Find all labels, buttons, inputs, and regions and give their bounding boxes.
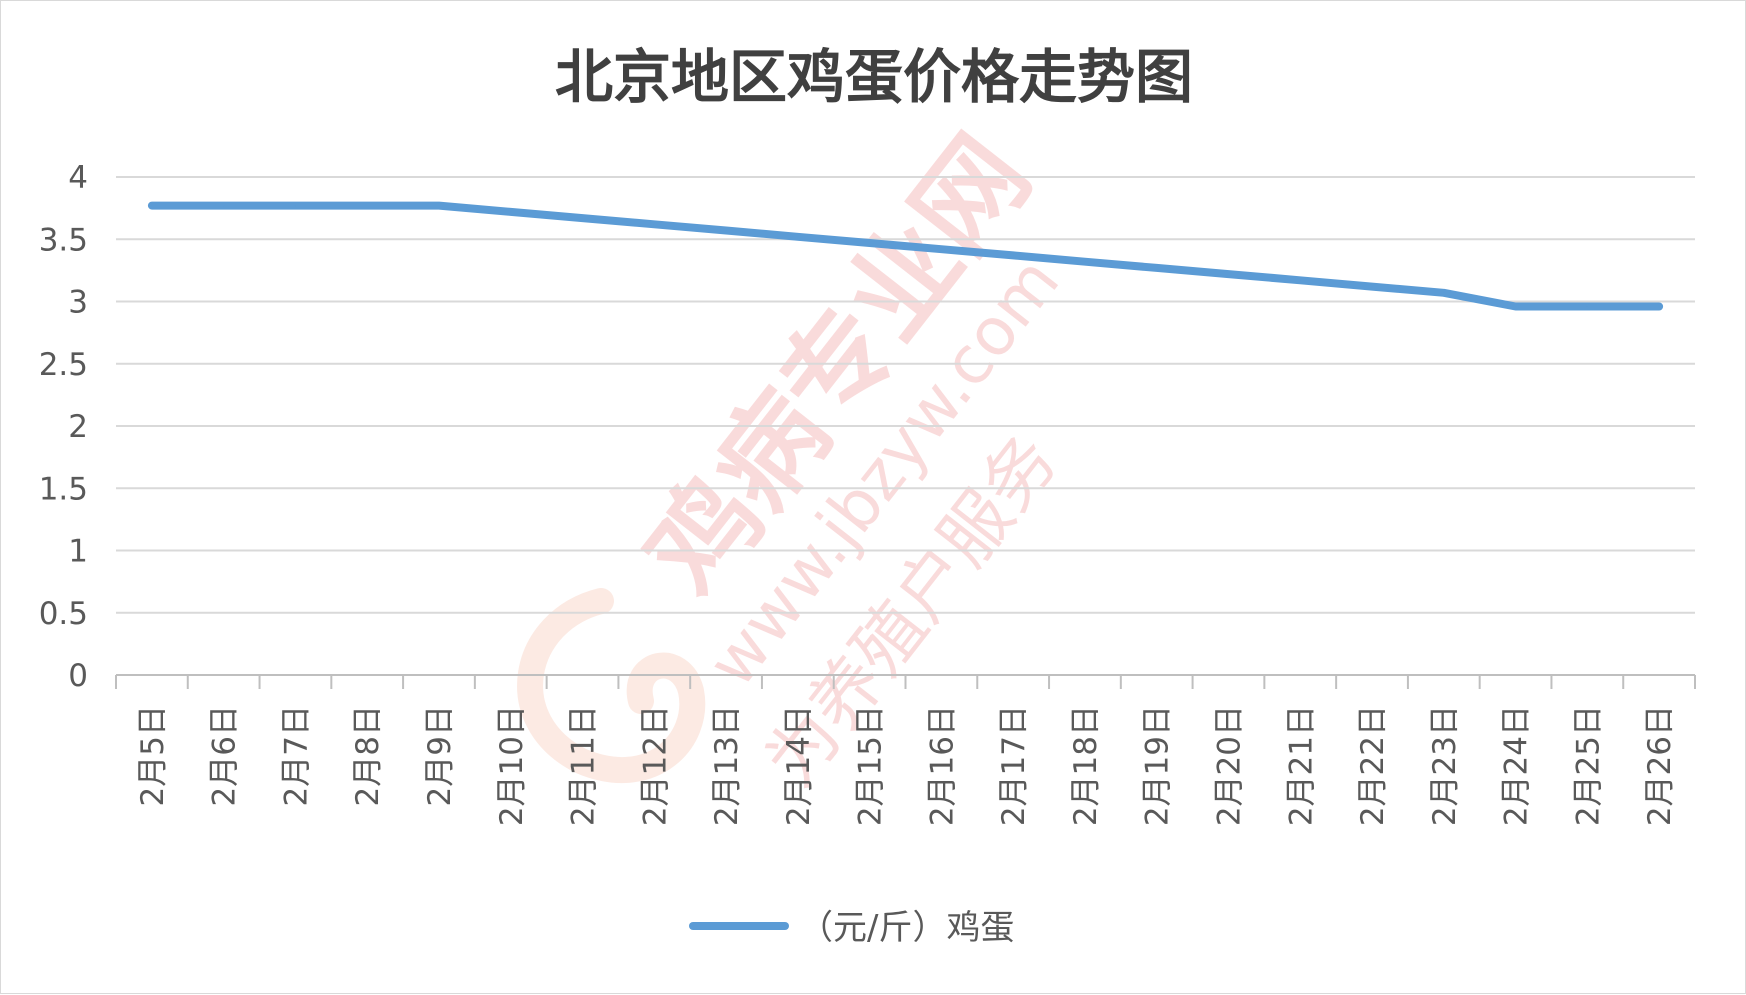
x-tick-label: 2月16日 [924, 705, 960, 826]
data-point [1084, 261, 1086, 263]
x-tick-label: 2月5日 [135, 705, 171, 806]
x-tick-label: 2月25日 [1570, 705, 1606, 826]
data-point [366, 205, 368, 207]
x-tick-label: 2月9日 [422, 705, 458, 806]
data-point [1586, 305, 1588, 307]
x-tick-label: 2月11日 [566, 705, 602, 826]
series [147, 201, 1664, 311]
data-point [223, 205, 225, 207]
data-point [653, 223, 655, 225]
data-point [1012, 254, 1014, 256]
chart-title: 北京地区鸡蛋价格走势图 [555, 43, 1193, 111]
x-tick-label: 2月26日 [1642, 705, 1678, 826]
data-point [869, 242, 871, 244]
y-tick-label: 0.5 [39, 596, 88, 632]
data-point [1658, 305, 1660, 307]
x-tick-label: 2月19日 [1140, 705, 1176, 826]
x-tick-label: 2月10日 [494, 705, 530, 826]
x-tick-label: 2月23日 [1427, 705, 1463, 826]
data-point [797, 236, 799, 238]
x-tick-label: 2月18日 [1068, 705, 1104, 826]
x-tick-label: 2月21日 [1283, 705, 1319, 826]
data-point [151, 205, 153, 207]
data-point [725, 230, 727, 232]
y-tick-label: 3.5 [39, 222, 88, 258]
data-point [1156, 267, 1158, 269]
y-tick-label: 4 [68, 160, 88, 196]
x-tick-labels: 2月5日 2月6日 2月7日 2月8日 2月9日 2月10日 2月11日 2月12日 2月13日… [135, 705, 1678, 826]
x-tick-label: 2月7日 [278, 705, 314, 806]
x-tick-label: 2月17日 [996, 705, 1032, 826]
legend-label: （元/斤）鸡蛋 [799, 908, 1014, 948]
grid [116, 176, 1695, 614]
data-point [1515, 305, 1517, 307]
x-tick-label: 2月14日 [781, 705, 817, 826]
x-tick-label: 2月24日 [1499, 705, 1535, 826]
x-tick-label: 2月15日 [853, 705, 889, 826]
data-point [294, 205, 296, 207]
x-tick-label: 2月8日 [350, 705, 386, 806]
y-tick-label: 2.5 [39, 347, 88, 383]
y-tick-label: 1.5 [39, 471, 88, 507]
data-point [1299, 279, 1301, 281]
x-tick-label: 2月12日 [637, 705, 673, 826]
x-tick-label: 2月13日 [709, 705, 745, 826]
data-point [438, 205, 440, 207]
data-point [1227, 273, 1229, 275]
watermark-logo [517, 588, 706, 784]
series-line [147, 201, 1664, 311]
x-tick-label: 2月20日 [1211, 705, 1247, 826]
y-tick-label: 2 [68, 409, 88, 445]
x-tick-label: 2月22日 [1355, 705, 1391, 826]
y-axis: 0 0.5 1 1.5 2 2.5 3 3.5 4 [39, 160, 88, 694]
y-tick-label: 0 [68, 658, 88, 694]
y-tick-label: 3 [68, 285, 88, 321]
legend: （元/斤）鸡蛋 [689, 908, 1014, 948]
y-tick-label: 1 [68, 534, 88, 570]
x-tick-label: 2月6日 [207, 705, 243, 806]
data-point [510, 211, 512, 213]
x-axis [115, 674, 1696, 689]
data-point [1443, 292, 1445, 294]
data-point [582, 217, 584, 219]
data-point [940, 248, 942, 250]
data-point [1371, 286, 1373, 288]
